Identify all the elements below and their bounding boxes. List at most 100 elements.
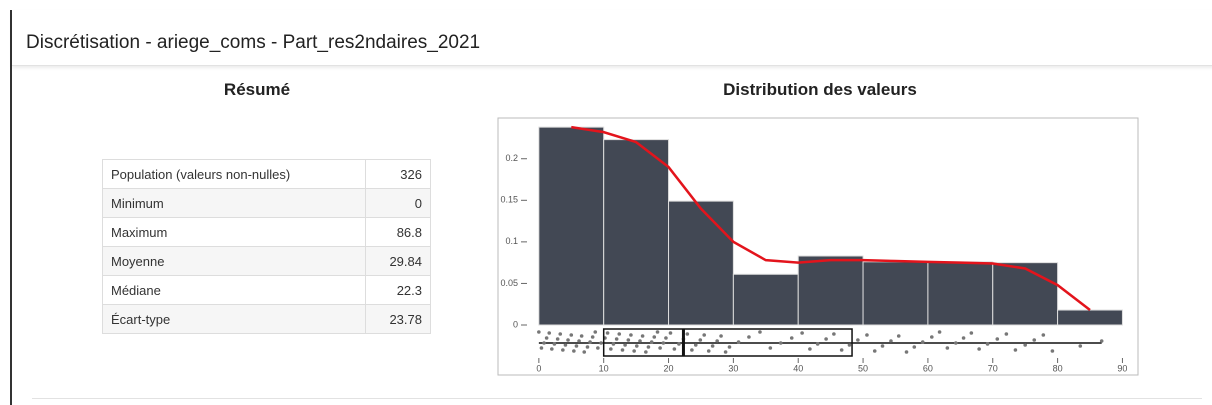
density-curve — [571, 125, 1091, 312]
x-tick-label: 90 — [1117, 363, 1127, 373]
strip-point — [865, 333, 869, 337]
strip-point — [555, 337, 560, 341]
strip-point — [672, 347, 677, 351]
strip-point — [856, 338, 860, 342]
strip-point — [808, 347, 812, 351]
summary-label: Maximum — [102, 217, 366, 247]
strip-point — [912, 345, 917, 349]
strip-point — [747, 335, 751, 339]
strip-point — [577, 339, 581, 343]
strip-point — [736, 340, 741, 344]
strip-point — [1023, 343, 1027, 347]
y-tick-label: 0 — [513, 319, 518, 329]
summary-value: 0 — [365, 188, 431, 218]
strip-point — [896, 334, 901, 338]
strip-point — [644, 350, 648, 354]
y-tick-label: 0.05 — [500, 278, 518, 288]
strip-point — [599, 341, 603, 345]
strip-point — [815, 342, 820, 346]
strip-point — [977, 347, 981, 351]
strip-point — [1099, 339, 1104, 343]
strip-point — [664, 336, 668, 340]
strip-point — [768, 346, 773, 350]
strip-point — [561, 348, 565, 352]
strip-point — [609, 347, 613, 351]
strip-point — [649, 340, 654, 344]
summary-table: Population (valeurs non-nulles) 326 Minimu… — [102, 159, 431, 334]
strip-point — [658, 346, 662, 350]
strip-point — [596, 346, 600, 350]
bar — [1057, 309, 1123, 326]
strip-point — [1004, 332, 1009, 336]
summary-label: Population (valeurs non-nulles) — [102, 159, 366, 189]
bar — [603, 139, 670, 326]
bar — [668, 200, 734, 326]
strip-point — [614, 337, 619, 341]
bar — [732, 273, 799, 326]
strip-point — [961, 336, 966, 340]
strip-point — [547, 331, 552, 335]
strip-point — [889, 339, 893, 343]
strip-point — [539, 346, 544, 350]
strip-point — [995, 337, 1000, 341]
strip-point — [929, 335, 934, 339]
strip-point — [969, 331, 974, 335]
strip-point — [632, 349, 636, 353]
strip-point — [544, 336, 549, 340]
strip-point — [677, 342, 681, 346]
strip-point — [953, 341, 958, 345]
strip-point — [710, 344, 715, 348]
bar — [797, 255, 864, 326]
strip-point — [579, 334, 584, 338]
strip-point — [904, 350, 909, 354]
y-tick-label: 0.2 — [505, 153, 518, 163]
summary-row: Médiane 22.3 — [102, 275, 431, 305]
strip-point — [685, 332, 690, 336]
summary-value: 23.78 — [365, 304, 431, 334]
strip-point — [789, 336, 794, 340]
strip-point — [574, 344, 579, 348]
bar — [992, 262, 1059, 326]
strip-point — [542, 341, 546, 345]
x-tick-label: 30 — [728, 363, 738, 373]
strip-point — [585, 345, 590, 349]
summary-row: Maximum 86.8 — [102, 217, 431, 247]
strip-point — [563, 343, 568, 347]
strip-point — [582, 350, 587, 354]
summary-row: Moyenne 29.84 — [102, 246, 431, 276]
panel: Discrétisation - ariege_coms - Part_res2… — [10, 10, 1212, 405]
strip-point — [824, 337, 828, 341]
x-tick-label: 60 — [923, 363, 933, 373]
strip-point — [569, 333, 574, 337]
chart-title: Distribution des valeurs — [723, 80, 917, 99]
summary-value: 29.84 — [365, 246, 431, 276]
strip-point — [937, 330, 942, 334]
strip-point — [588, 340, 592, 344]
strip-point — [572, 349, 576, 353]
x-tick-label: 0 — [536, 363, 541, 373]
strip-point — [1032, 338, 1037, 342]
strip-point — [668, 331, 673, 335]
bar — [862, 261, 929, 326]
strip-point — [652, 335, 657, 339]
strip-point — [661, 341, 666, 345]
strip-point — [617, 332, 622, 336]
strip-point — [800, 331, 804, 335]
strip-point — [719, 334, 723, 338]
strip-point — [690, 348, 694, 352]
summary-row: Écart-type 23.78 — [102, 304, 431, 334]
strip-point — [723, 350, 728, 354]
strip-point — [832, 332, 836, 336]
x-tick-label: 20 — [664, 363, 674, 373]
y-tick-label: 0.1 — [505, 236, 518, 246]
strip-point — [1078, 344, 1083, 348]
plot-frame — [497, 117, 1139, 376]
strip-point — [693, 343, 698, 347]
summary-label: Écart-type — [102, 304, 366, 334]
strip-point — [552, 342, 557, 346]
strip-point — [558, 332, 563, 336]
strip-point — [1050, 349, 1055, 353]
x-tick-label: 50 — [858, 363, 868, 373]
summary-title: Résumé — [223, 80, 291, 99]
strip-point — [629, 333, 633, 337]
